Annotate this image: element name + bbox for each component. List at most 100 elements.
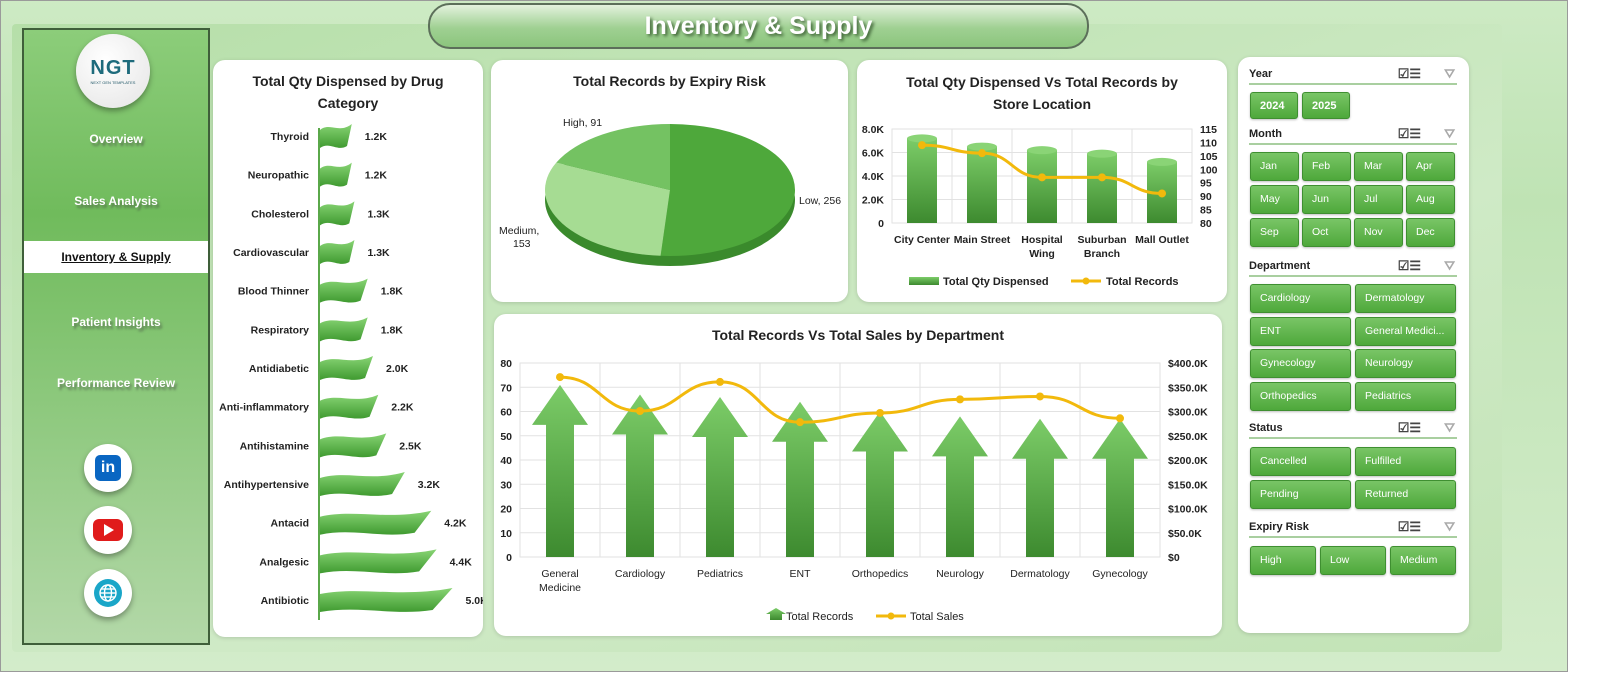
y-tick-label: 0 xyxy=(878,218,884,230)
y-tick-label: 30 xyxy=(500,479,512,491)
slicer-item-month[interactable]: Apr xyxy=(1406,152,1455,181)
y-tick-label: 10 xyxy=(500,528,512,540)
cylinder-top xyxy=(907,134,937,143)
x-tick-label: Dermatology xyxy=(1010,568,1070,580)
line-marker xyxy=(716,377,724,386)
department-chart-card: Total Records Vs Total Sales by Departme… xyxy=(494,314,1222,636)
slicer-item-status[interactable]: Pending xyxy=(1250,479,1351,509)
flag-bar xyxy=(320,472,405,497)
slicer-item-month[interactable]: Nov xyxy=(1354,218,1403,247)
y-tick-label: 0 xyxy=(506,552,512,564)
arrow-bar xyxy=(932,416,988,557)
x-tick-label: Hospital Wing xyxy=(1021,234,1063,260)
drug-category-chart-card: Total Qty Dispensed by Drug Category Thy… xyxy=(213,60,483,637)
slicer-item-expiry-risk[interactable]: High xyxy=(1250,546,1316,575)
slicer-item-department[interactable]: Gynecology xyxy=(1250,349,1351,378)
legend-marker xyxy=(1082,277,1090,285)
flag-bar xyxy=(320,162,352,187)
y2-tick-label: $400.0K xyxy=(1168,358,1208,370)
arrow-bar xyxy=(1012,418,1068,557)
slicer-item-month[interactable]: Jul xyxy=(1354,185,1403,214)
slicer-item-department[interactable]: Orthopedics xyxy=(1250,381,1351,411)
slicer-header-year: Year ☑☰ ⛛ xyxy=(1249,65,1457,85)
slice-label: Low, 256 xyxy=(799,195,841,207)
nav-patient-insights[interactable]: Patient Insights xyxy=(71,315,161,329)
category-label: Thyroid xyxy=(271,131,310,143)
nav-performance-review[interactable]: Performance Review xyxy=(56,376,176,390)
arrow-bar xyxy=(772,401,828,557)
slicer-item-year[interactable]: 2025 xyxy=(1302,92,1350,119)
flag-bar xyxy=(320,433,387,458)
y2-tick-label: 100 xyxy=(1200,164,1218,176)
slicer-item-year[interactable]: 2024 xyxy=(1250,92,1298,119)
flag-bar xyxy=(320,240,355,265)
y2-tick-label: $0 xyxy=(1168,552,1180,564)
pie-slice xyxy=(660,124,795,256)
line-marker xyxy=(1038,173,1046,182)
y-tick-label: 6.0K xyxy=(862,148,885,160)
slicer-item-status[interactable]: Fulfilled xyxy=(1355,447,1456,476)
cylinder-bar xyxy=(1027,150,1057,223)
flag-bar xyxy=(320,549,437,574)
multi-select-icon[interactable]: ☑☰ xyxy=(1397,66,1421,81)
flag-bar xyxy=(320,588,453,613)
x-tick-label: Gynecology xyxy=(1092,568,1148,580)
category-label: Antacid xyxy=(270,518,309,530)
nav-overview[interactable]: Overview xyxy=(89,132,143,146)
x-tick-label: Neurology xyxy=(936,568,985,580)
multi-select-icon[interactable]: ☑☰ xyxy=(1397,126,1421,141)
chart-title: Total Qty Dispensed Vs Total Records by … xyxy=(906,74,1178,112)
linkedin-button[interactable]: in xyxy=(84,444,132,492)
ngt-logo[interactable]: NGT NEXT GEN TEMPLATES xyxy=(76,34,150,108)
slicer-title: Expiry Risk xyxy=(1249,521,1309,533)
clear-filter-icon[interactable]: ⛛ xyxy=(1444,519,1455,534)
clear-filter-icon[interactable]: ⛛ xyxy=(1444,258,1455,273)
chart-title: Total Records Vs Total Sales by Departme… xyxy=(711,327,1004,343)
slicer-item-month[interactable]: May xyxy=(1250,185,1299,214)
multi-select-icon[interactable]: ☑☰ xyxy=(1397,420,1421,435)
youtube-icon xyxy=(93,519,123,541)
slicer-item-month[interactable]: Aug xyxy=(1406,185,1455,214)
slicer-item-month[interactable]: Feb xyxy=(1302,152,1351,181)
y-tick-label: 4.0K xyxy=(862,171,885,183)
logo-subtext: NEXT GEN TEMPLATES xyxy=(90,80,136,85)
slicer-item-month[interactable]: Sep xyxy=(1250,218,1299,247)
slicer-item-department[interactable]: General Medici... xyxy=(1355,316,1456,346)
slicer-item-department[interactable]: Pediatrics xyxy=(1355,381,1456,411)
y2-tick-label: $250.0K xyxy=(1168,431,1208,443)
slicer-title: Status xyxy=(1249,422,1283,434)
y-tick-label: 20 xyxy=(500,504,512,516)
pie-slice xyxy=(545,162,670,256)
slicer-item-month[interactable]: Mar xyxy=(1354,152,1403,181)
slicer-item-department[interactable]: Neurology xyxy=(1355,349,1456,378)
multi-select-icon[interactable]: ☑☰ xyxy=(1397,258,1421,273)
drug-category-chart: Thyroid 1.2K Neuropathic 1.2K Cholesterol 1.3… xyxy=(219,124,483,620)
flag-bar xyxy=(320,356,373,381)
nav-sales-analysis[interactable]: Sales Analysis xyxy=(74,194,158,208)
y2-tick-label: 90 xyxy=(1200,191,1212,203)
website-button[interactable] xyxy=(84,569,132,617)
slicer-item-department[interactable]: Cardiology xyxy=(1250,284,1351,313)
slicer-item-department[interactable]: ENT xyxy=(1250,316,1351,346)
slicer-item-expiry-risk[interactable]: Low xyxy=(1320,546,1386,575)
youtube-button[interactable] xyxy=(84,506,132,554)
slicer-item-status[interactable]: Returned xyxy=(1355,479,1456,509)
slicer-item-month[interactable]: Jan xyxy=(1250,152,1299,181)
slicer-item-expiry-risk[interactable]: Medium xyxy=(1390,546,1456,575)
clear-filter-icon[interactable]: ⛛ xyxy=(1444,420,1455,435)
clear-filter-icon[interactable]: ⛛ xyxy=(1444,126,1455,141)
nav-inventory-supply[interactable]: Inventory & Supply xyxy=(24,241,208,273)
category-label: Antidiabetic xyxy=(249,363,309,375)
clear-filter-icon[interactable]: ⛛ xyxy=(1444,66,1455,81)
slicer-item-month[interactable]: Oct xyxy=(1302,218,1351,247)
y2-tick-label: $150.0K xyxy=(1168,479,1208,491)
legend-label: Total Records xyxy=(1106,276,1179,288)
slicer-item-status[interactable]: Cancelled xyxy=(1250,447,1351,476)
x-tick-label: Suburban Branch xyxy=(1078,234,1127,260)
slicer-item-month[interactable]: Dec xyxy=(1406,218,1455,247)
slicer-header-status: Status ☑☰ ⛛ xyxy=(1249,419,1457,439)
slicer-item-department[interactable]: Dermatology xyxy=(1355,284,1456,313)
slicer-item-month[interactable]: Jun xyxy=(1302,185,1351,214)
multi-select-icon[interactable]: ☑☰ xyxy=(1397,519,1421,534)
